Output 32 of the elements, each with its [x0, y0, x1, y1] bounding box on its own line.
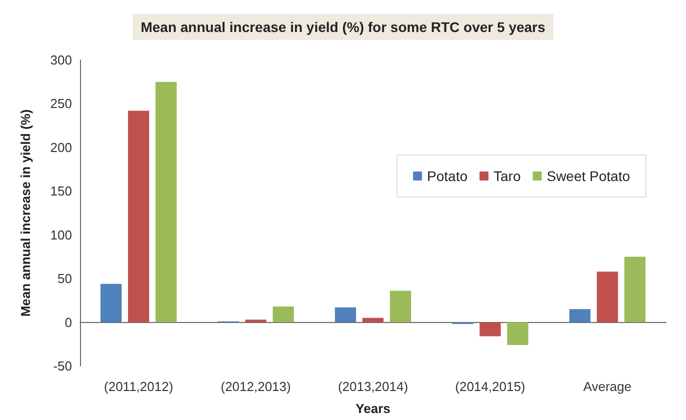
y-tick-label: 250 [50, 96, 72, 112]
bar [507, 322, 528, 346]
y-tick-label: 150 [50, 184, 72, 199]
bar [156, 82, 177, 322]
legend-label: Sweet Potato [546, 168, 630, 184]
y-tick-label: 0 [64, 314, 72, 330]
legend-label: Taro [493, 168, 521, 184]
x-tick-label: Average [583, 379, 632, 394]
bar [128, 110, 150, 322]
bar [245, 320, 266, 322]
legend-label: Potato [427, 168, 468, 184]
y-tick-label: -50 [53, 358, 72, 374]
bar [596, 272, 618, 322]
bar [390, 290, 412, 322]
bar [100, 284, 122, 322]
x-axis-title: Years [356, 401, 390, 416]
bar [334, 307, 356, 322]
bar [362, 318, 384, 322]
y-axis-title: Mean annual increase in yield (%) [18, 109, 33, 317]
bar [480, 322, 501, 336]
x-tick-label: (2011,2012) [104, 379, 174, 394]
chart-title: Mean annual increase in yield (%) for some RTC over 5 years [140, 19, 546, 35]
bar [569, 309, 590, 322]
y-tick-label: 300 [50, 52, 72, 68]
x-tick-label: (2014,2015) [455, 379, 526, 394]
y-tick-label: 50 [58, 271, 72, 286]
bar [624, 256, 646, 322]
y-tick-label: 100 [50, 227, 72, 242]
x-tick-label: (2013,2014) [338, 379, 408, 394]
bar [272, 306, 294, 322]
y-tick-label: 200 [50, 140, 72, 155]
x-tick-label: (2012,2013) [220, 379, 291, 394]
